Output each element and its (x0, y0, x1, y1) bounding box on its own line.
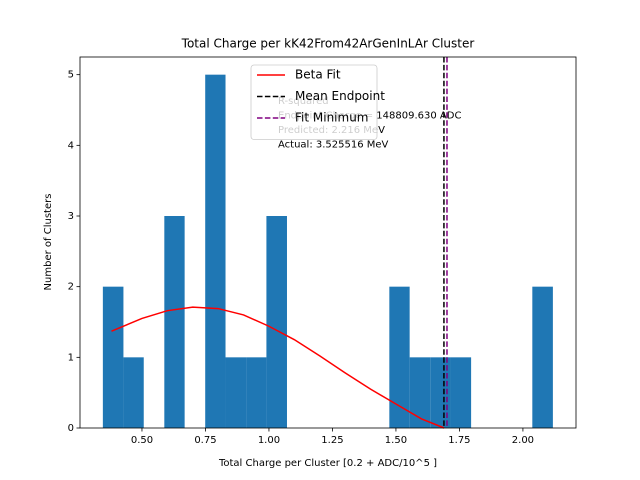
y-tick-label: 2 (68, 282, 74, 293)
bar (430, 357, 451, 428)
y-tick-label: 1 (68, 352, 74, 363)
x-tick-label: 1.50 (385, 435, 407, 446)
x-tick-label: 1.25 (321, 435, 343, 446)
x-tick-label: 2.00 (512, 435, 534, 446)
bar (450, 357, 472, 428)
bar (102, 286, 124, 428)
bar (409, 357, 431, 428)
x-tick-label: 1.00 (258, 435, 280, 446)
bar (123, 357, 144, 428)
legend-label: Mean Endpoint (295, 89, 385, 103)
bar (246, 357, 267, 428)
plot-frame (79, 56, 577, 429)
chart-title: Total Charge per kK42From42ArGenInLAr Cl… (181, 37, 475, 51)
bar (164, 216, 185, 428)
x-axis-label: Total Charge per Cluster [0.2 + ADC/10^5… (218, 458, 437, 469)
x-tick-label: 1.75 (448, 435, 470, 446)
fit-line (111, 306, 445, 429)
annotation: Actual: 3.525516 MeV (278, 140, 389, 151)
y-tick-label: 4 (68, 140, 74, 151)
bar (532, 286, 553, 428)
legend-label: Beta Fit (295, 68, 341, 82)
legend-box (250, 64, 378, 140)
bar (389, 286, 410, 428)
bar (266, 216, 287, 428)
y-tick-label: 3 (68, 211, 74, 222)
bar (205, 74, 226, 429)
x-tick-label: 0.50 (131, 435, 153, 446)
bar (225, 357, 247, 428)
x-tick-label: 0.75 (194, 435, 216, 446)
legend-label: Fit Minimum (295, 111, 369, 125)
y-tick-label: 0 (68, 423, 74, 434)
y-tick-label: 5 (68, 70, 74, 81)
y-axis-label: Number of Clusters (43, 194, 54, 291)
